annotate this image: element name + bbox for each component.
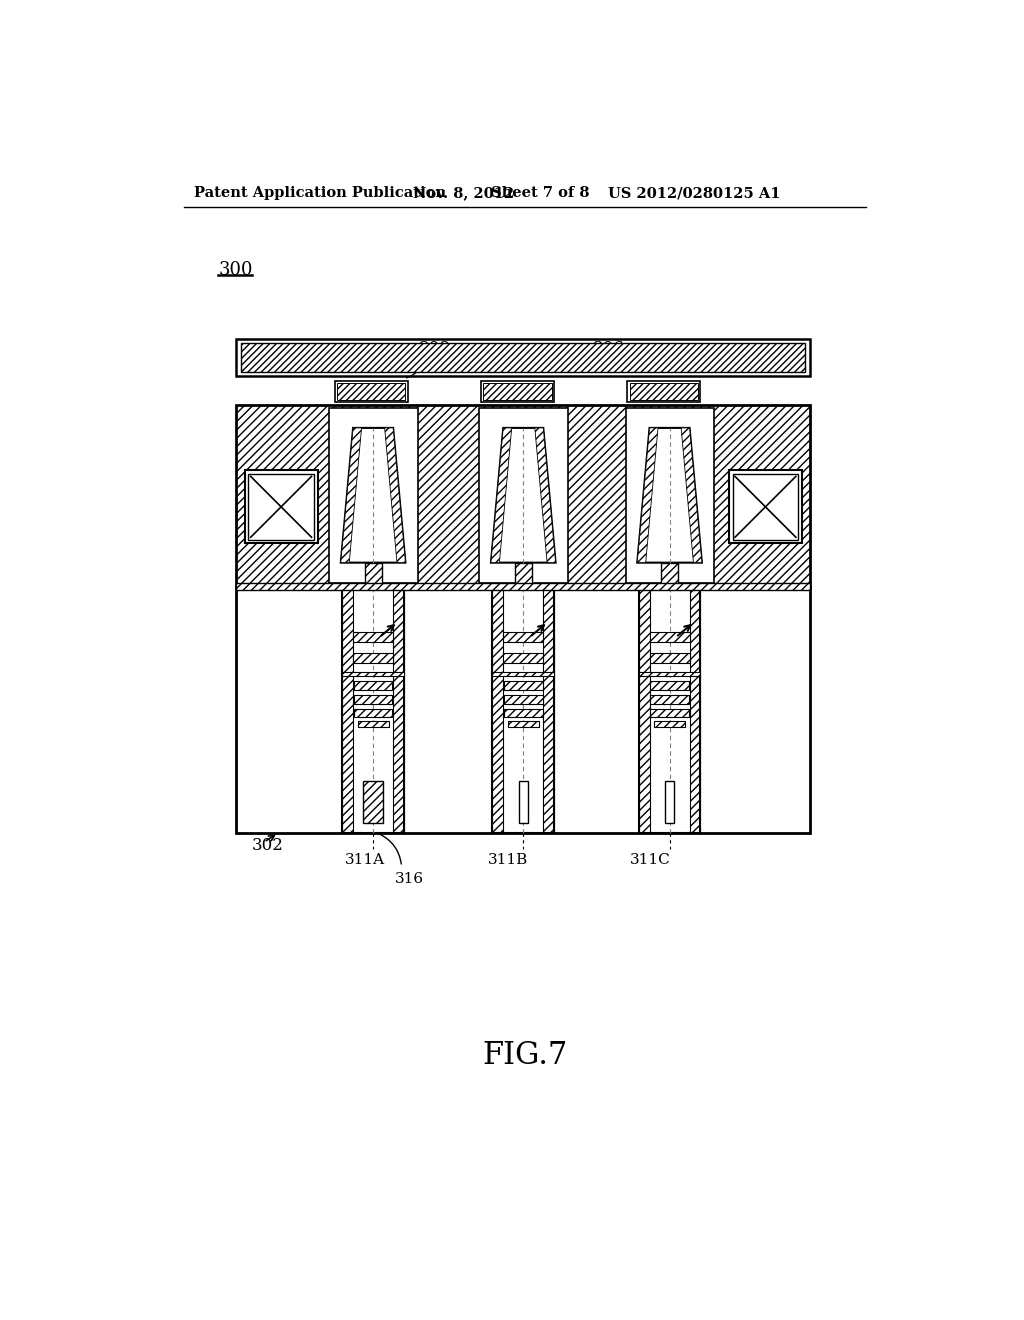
Bar: [357, 721, 388, 726]
Bar: [508, 721, 539, 726]
Text: 300: 300: [219, 261, 254, 279]
Bar: [342, 586, 353, 833]
Bar: [654, 721, 685, 726]
Bar: [342, 586, 403, 833]
Polygon shape: [637, 428, 658, 562]
Bar: [335, 381, 408, 403]
Text: Sheet 7 of 8: Sheet 7 of 8: [490, 186, 590, 201]
Bar: [662, 562, 678, 585]
Bar: [483, 383, 552, 400]
Bar: [493, 586, 503, 833]
Bar: [364, 780, 383, 822]
Bar: [237, 586, 810, 833]
Bar: [493, 672, 554, 676]
Bar: [504, 696, 543, 704]
Bar: [628, 381, 700, 403]
Text: 302: 302: [252, 837, 284, 854]
Bar: [649, 632, 689, 642]
Bar: [237, 405, 810, 586]
Polygon shape: [490, 428, 512, 562]
Bar: [493, 586, 554, 833]
Bar: [237, 583, 810, 590]
Bar: [237, 339, 810, 376]
Bar: [639, 672, 700, 676]
Text: Nov. 8, 2012: Nov. 8, 2012: [413, 186, 514, 201]
Bar: [365, 562, 382, 585]
Bar: [353, 653, 393, 663]
Text: Patent Application Publication: Patent Application Publication: [194, 186, 445, 201]
Bar: [689, 586, 700, 833]
Text: 308: 308: [419, 341, 451, 358]
Bar: [354, 709, 392, 718]
Bar: [639, 586, 700, 833]
Polygon shape: [341, 428, 406, 562]
Polygon shape: [535, 428, 556, 562]
Bar: [650, 681, 689, 689]
Bar: [504, 709, 543, 718]
Bar: [481, 381, 554, 403]
Bar: [626, 408, 714, 583]
Bar: [665, 780, 674, 822]
Bar: [342, 672, 403, 676]
Text: FIG.7: FIG.7: [482, 1040, 567, 1071]
Text: 306: 306: [593, 341, 625, 358]
Bar: [729, 470, 802, 544]
Polygon shape: [637, 428, 701, 562]
Bar: [245, 470, 317, 544]
Polygon shape: [681, 428, 701, 562]
Bar: [544, 586, 554, 833]
Bar: [393, 586, 403, 833]
Bar: [249, 474, 313, 540]
Bar: [330, 408, 418, 583]
Bar: [503, 632, 544, 642]
Bar: [354, 681, 392, 689]
Bar: [353, 632, 393, 642]
Text: 311B: 311B: [487, 853, 528, 867]
Bar: [649, 653, 689, 663]
Bar: [354, 696, 392, 704]
Text: US 2012/0280125 A1: US 2012/0280125 A1: [608, 186, 780, 201]
Text: 316: 316: [394, 873, 424, 886]
Polygon shape: [490, 428, 556, 562]
Bar: [337, 383, 406, 400]
Polygon shape: [341, 428, 361, 562]
Polygon shape: [385, 428, 406, 562]
Bar: [515, 562, 531, 585]
Bar: [503, 653, 544, 663]
Bar: [479, 408, 568, 583]
Bar: [518, 780, 528, 822]
Bar: [504, 681, 543, 689]
Text: 311A: 311A: [345, 853, 385, 867]
Text: 311C: 311C: [630, 853, 671, 867]
Bar: [639, 586, 649, 833]
Bar: [650, 696, 689, 704]
Bar: [650, 709, 689, 718]
Bar: [241, 343, 805, 372]
Bar: [630, 383, 698, 400]
Bar: [733, 474, 798, 540]
